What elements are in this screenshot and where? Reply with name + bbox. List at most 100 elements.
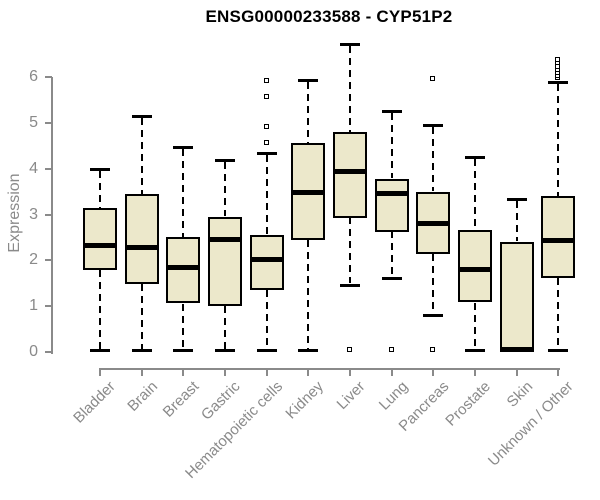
whisker-upper-gastric [224, 162, 226, 216]
whisker-lower-hematopoietic-cells [266, 290, 268, 349]
whisker-upper-pancreas [432, 127, 434, 191]
whisker-upper-liver [349, 46, 351, 132]
whisker-cap-lower-lung [382, 277, 402, 280]
whisker-upper-breast [182, 149, 184, 237]
y-tick [45, 305, 52, 307]
whisker-cap-upper-gastric [215, 159, 235, 162]
whisker-cap-lower-liver [340, 284, 360, 287]
y-tick-label: 2 [29, 251, 38, 268]
y-tick-label: 4 [29, 160, 38, 177]
median-lung [375, 191, 409, 196]
median-unknown-other [541, 238, 575, 243]
whisker-lower-liver [349, 217, 351, 283]
whisker-lower-unknown-other [557, 278, 559, 348]
median-prostate [458, 267, 492, 272]
outlier-lung-0 [389, 347, 394, 352]
whisker-lower-lung [391, 231, 393, 277]
box-prostate [458, 230, 492, 302]
chart-title: ENSG00000233588 - CYP51P2 [205, 7, 453, 26]
x-category-label-breast: Breast [159, 378, 203, 421]
y-tick-label: 1 [29, 297, 38, 314]
x-tick [474, 369, 476, 376]
x-category-label-bladder: Bladder [70, 378, 120, 427]
whisker-cap-upper-skin [507, 198, 527, 201]
outlier-unknown-other-6 [555, 57, 560, 62]
median-brain [125, 245, 159, 250]
median-gastric [208, 237, 242, 242]
median-breast [166, 265, 200, 270]
x-tick [224, 369, 226, 376]
box-hematopoietic-cells [250, 235, 284, 290]
outlier-hematopoietic-cells-1 [264, 124, 269, 129]
whisker-lower-pancreas [432, 254, 434, 314]
whisker-lower-bladder [99, 270, 101, 349]
x-tick [557, 369, 559, 376]
x-tick [516, 369, 518, 376]
x-category-label-skin: Skin [503, 378, 537, 411]
x-tick [432, 369, 434, 376]
median-bladder [83, 243, 117, 248]
whisker-lower-gastric [224, 306, 226, 349]
x-tick [349, 369, 351, 376]
box-breast [166, 237, 200, 303]
whisker-upper-bladder [99, 171, 101, 208]
median-liver [333, 169, 367, 174]
whisker-cap-upper-liver [340, 43, 360, 46]
whisker-cap-lower-hematopoietic-cells [257, 349, 277, 352]
outlier-hematopoietic-cells-0 [264, 140, 269, 145]
whisker-cap-upper-hematopoietic-cells [257, 152, 277, 155]
x-axis-line [99, 368, 560, 370]
outlier-pancreas-1 [430, 347, 435, 352]
x-tick [99, 369, 101, 376]
outlier-liver-0 [347, 347, 352, 352]
y-tick-label: 3 [29, 206, 38, 223]
whisker-cap-lower-kidney [298, 349, 318, 352]
x-category-label-lung: Lung [375, 378, 412, 414]
whisker-lower-prostate [474, 303, 476, 349]
x-category-label-liver: Liver [334, 378, 370, 414]
x-category-label-prostate: Prostate [442, 378, 495, 430]
whisker-cap-lower-gastric [215, 349, 235, 352]
y-axis-line [51, 77, 53, 354]
box-skin [500, 242, 534, 352]
y-tick [45, 214, 52, 216]
x-category-label-brain: Brain [124, 378, 162, 415]
whisker-cap-lower-brain [132, 349, 152, 352]
whisker-upper-lung [391, 113, 393, 178]
y-tick [45, 122, 52, 124]
whisker-lower-kidney [307, 240, 309, 349]
whisker-upper-hematopoietic-cells [266, 155, 268, 235]
box-bladder [83, 208, 117, 270]
whisker-upper-prostate [474, 159, 476, 230]
x-tick [391, 369, 393, 376]
median-kidney [291, 190, 325, 195]
box-brain [125, 194, 159, 284]
whisker-cap-lower-breast [173, 349, 193, 352]
whisker-cap-lower-bladder [90, 349, 110, 352]
whisker-cap-upper-kidney [298, 79, 318, 82]
outlier-hematopoietic-cells-3 [264, 78, 269, 83]
box-gastric [208, 217, 242, 306]
x-tick [141, 369, 143, 376]
whisker-cap-lower-prostate [465, 349, 485, 352]
box-unknown-other [541, 196, 575, 278]
whisker-lower-breast [182, 304, 184, 349]
whisker-cap-upper-lung [382, 110, 402, 113]
whisker-cap-lower-unknown-other [548, 349, 568, 352]
x-tick [182, 369, 184, 376]
y-tick [45, 259, 52, 261]
y-tick [45, 168, 52, 170]
median-pancreas [416, 221, 450, 226]
y-tick [45, 76, 52, 78]
box-lung [375, 179, 409, 232]
whisker-cap-upper-breast [173, 146, 193, 149]
y-tick-label: 0 [29, 343, 38, 360]
whisker-cap-upper-bladder [90, 168, 110, 171]
whisker-cap-upper-brain [132, 115, 152, 118]
x-category-label-kidney: Kidney [282, 378, 328, 423]
whisker-upper-skin [516, 201, 518, 241]
median-skin [500, 347, 534, 352]
x-tick [307, 369, 309, 376]
box-liver [333, 132, 367, 218]
